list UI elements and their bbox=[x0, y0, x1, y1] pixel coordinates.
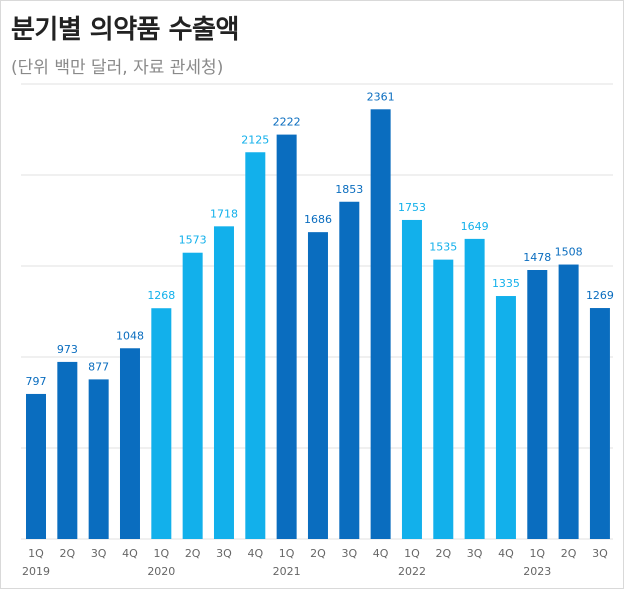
x-tick-label: 2Q bbox=[310, 547, 326, 560]
x-tick-label: 3Q bbox=[341, 547, 357, 560]
bar bbox=[276, 134, 297, 539]
data-label: 1686 bbox=[304, 213, 332, 226]
bar bbox=[401, 219, 422, 540]
data-label: 877 bbox=[88, 360, 109, 373]
x-tick-label: 4Q bbox=[247, 547, 263, 560]
x-tick-label: 2Q bbox=[59, 547, 75, 560]
x-tick-label: 1Q bbox=[28, 547, 44, 560]
data-label: 1718 bbox=[210, 207, 238, 220]
bar bbox=[589, 308, 610, 539]
bar bbox=[182, 252, 203, 540]
data-label: 1335 bbox=[492, 277, 520, 290]
year-label: 2021 bbox=[273, 565, 301, 578]
x-tick-label: 4Q bbox=[373, 547, 389, 560]
data-label: 1048 bbox=[116, 329, 144, 342]
chart-title: 분기별 의약품 수출액 bbox=[11, 15, 239, 45]
year-label: 2022 bbox=[398, 565, 426, 578]
bar bbox=[151, 308, 172, 539]
x-tick-label: 2Q bbox=[435, 547, 451, 560]
bar bbox=[339, 201, 360, 539]
x-tick-label: 2Q bbox=[185, 547, 201, 560]
data-label: 973 bbox=[57, 343, 78, 356]
bar bbox=[558, 264, 579, 539]
bar bbox=[245, 152, 266, 539]
bar bbox=[119, 348, 140, 539]
bar bbox=[88, 379, 109, 539]
data-label: 1753 bbox=[398, 201, 426, 214]
data-label: 1269 bbox=[586, 289, 614, 302]
x-tick-label: 1Q bbox=[529, 547, 545, 560]
x-tick-label: 1Q bbox=[404, 547, 420, 560]
x-tick-label: 1Q bbox=[153, 547, 169, 560]
year-label: 2019 bbox=[22, 565, 50, 578]
data-label: 1853 bbox=[335, 183, 363, 196]
x-tick-label: 3Q bbox=[91, 547, 107, 560]
data-label: 2361 bbox=[367, 90, 395, 103]
bar bbox=[495, 296, 516, 539]
x-tick-label: 1Q bbox=[279, 547, 295, 560]
bar bbox=[57, 361, 78, 539]
data-label: 1649 bbox=[461, 220, 489, 233]
data-label: 1268 bbox=[147, 289, 175, 302]
bar bbox=[370, 109, 391, 539]
x-tick-label: 3Q bbox=[467, 547, 483, 560]
x-tick-label: 3Q bbox=[592, 547, 608, 560]
data-label: 2125 bbox=[241, 133, 269, 146]
data-label: 1508 bbox=[555, 246, 583, 259]
x-tick-label: 2Q bbox=[561, 547, 577, 560]
x-tick-label: 3Q bbox=[216, 547, 232, 560]
data-label: 2222 bbox=[273, 116, 301, 129]
bar bbox=[26, 393, 46, 539]
data-label: 1478 bbox=[523, 251, 551, 264]
bar bbox=[307, 232, 328, 539]
x-tick-label: 4Q bbox=[122, 547, 138, 560]
bar bbox=[213, 226, 234, 539]
bar bbox=[433, 259, 454, 539]
data-label: 1535 bbox=[429, 241, 457, 254]
bar bbox=[527, 270, 548, 539]
bar bbox=[464, 238, 485, 539]
chart-subtitle: (단위 백만 달러, 자료 관세청) bbox=[11, 58, 224, 78]
x-tick-label: 4Q bbox=[498, 547, 514, 560]
data-label: 1573 bbox=[179, 234, 207, 247]
year-label: 2023 bbox=[523, 565, 551, 578]
year-label: 2020 bbox=[147, 565, 175, 578]
data-label: 797 bbox=[26, 375, 47, 388]
